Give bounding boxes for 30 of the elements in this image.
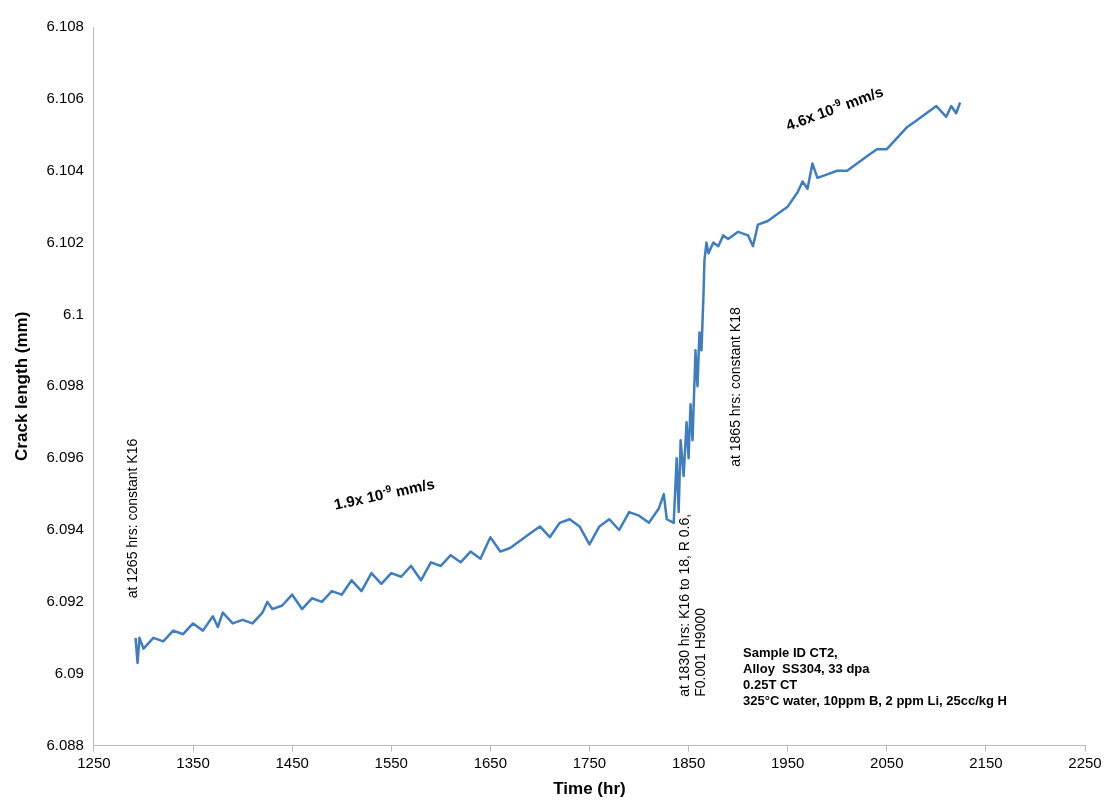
x-tick-label: 1850 [671,753,706,771]
y-tick-label: 6.096 [46,448,84,466]
x-tick-label: 1450 [275,753,309,771]
y-tick-label: 6.108 [46,17,84,35]
x-tick-label: 1250 [77,753,111,771]
x-tick-label: 2050 [870,753,904,771]
x-tick-label: 1650 [473,753,508,771]
annotation: at 1830 hrs: K16 to 18, R 0.6, F0.001 H9000 [675,513,708,697]
y-tick-label: 6.102 [46,232,84,250]
y-axis-title: Crack length (mm) [11,311,31,461]
annotation: Sample ID CT2, Alloy SS304, 33 dpa 0.25T CT 325°C water, 10ppm B, 2 ppm Li, 25cc/kg H [743,645,1007,709]
x-tick-label: 2150 [969,753,1003,771]
annotation: 1.9x 10-9 mm/s [332,474,436,513]
x-tick-label: 2250 [1068,753,1102,771]
annotation: at 1265 hrs: constant K16 [123,438,140,599]
y-tick-label: 6.098 [46,376,84,394]
y-tick-label: 6.092 [46,592,84,610]
y-tick-label: 6.088 [46,735,84,753]
y-tick-label: 6.1 [63,304,84,322]
x-tick-label: 1550 [374,753,408,771]
x-tick-label: 1950 [770,753,805,771]
y-tick-label: 6.09 [54,663,84,681]
annotation: at 1865 hrs: constant K18 [727,307,744,467]
y-tick-label: 6.106 [46,89,84,106]
x-tick-label: 1350 [176,753,210,771]
y-tick-label: 6.104 [46,160,84,178]
x-axis-title: Time (hr) [553,779,626,799]
annotation: 4.6x 10-9 mm/s [783,82,886,134]
y-tick-label: 6.094 [46,520,84,538]
x-tick-label: 1750 [572,753,607,771]
